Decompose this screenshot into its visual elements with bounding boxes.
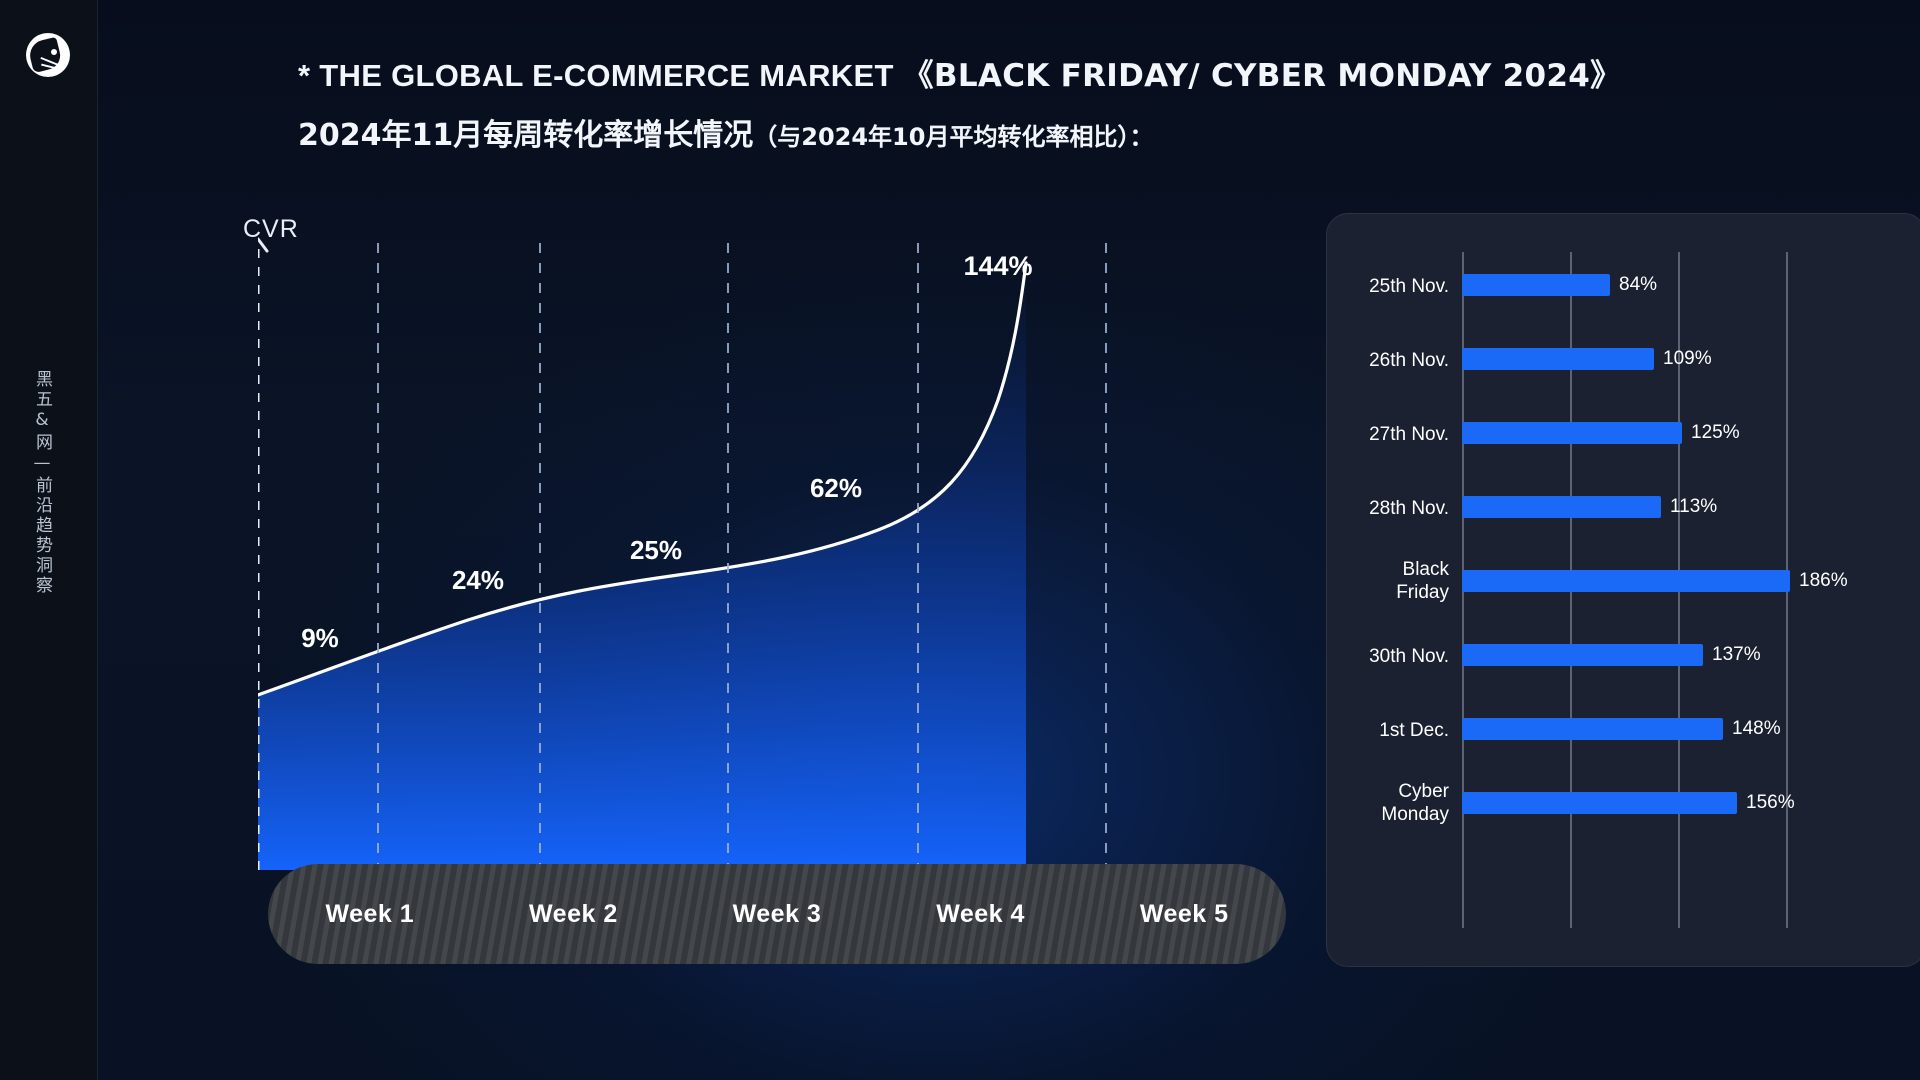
- bar-value-label: 84%: [1619, 274, 1658, 295]
- bar-track: [1462, 570, 1790, 592]
- week-label-2: Week 2: [529, 899, 618, 928]
- bar-category-label: Black Friday: [1396, 559, 1449, 604]
- bar-value-label: 148%: [1732, 718, 1781, 739]
- bar-category-label: 1st Dec.: [1379, 720, 1449, 741]
- week-label-4: Week 4: [936, 899, 1025, 928]
- logo-dot: [51, 49, 57, 55]
- bar-track: [1462, 496, 1661, 518]
- bar-track: [1462, 718, 1723, 740]
- y-axis-arrow-icon: [258, 237, 269, 253]
- title-cn-sub: （与2024年10月平均转化率相比）：: [753, 123, 1154, 151]
- left-rail: 黑五&网—前沿趋势洞察: [0, 0, 98, 1080]
- area-fill: [258, 263, 1026, 870]
- table-row: Cyber Monday 156%: [1327, 781, 1920, 826]
- bar-category-label: 28th Nov.: [1369, 498, 1449, 519]
- bar-value-label: 156%: [1746, 792, 1795, 813]
- point-label-week2: 24%: [452, 565, 504, 595]
- bar-value-label: 113%: [1670, 496, 1718, 517]
- bar-category-label: 30th Nov.: [1369, 646, 1449, 667]
- bar-value-label: 109%: [1663, 348, 1712, 369]
- week-label-1: Week 1: [325, 899, 415, 928]
- bar-category-label: 26th Nov.: [1369, 350, 1449, 371]
- title-brackets: 《BLACK FRIDAY/ CYBER MONDAY 2024》: [902, 58, 1622, 94]
- point-label-week5: 144%: [963, 251, 1032, 281]
- point-label-week3: 25%: [630, 535, 682, 565]
- bar-fill: [1462, 348, 1654, 370]
- week-axis-strip: Week 1 Week 2 Week 3 Week 4 Week 5: [268, 864, 1286, 964]
- bar-track: [1462, 792, 1737, 814]
- bar-value-label: 125%: [1691, 422, 1740, 443]
- table-row: Black Friday 186%: [1327, 559, 1920, 604]
- page-title-line-2: 2024年11月每周转化率增长情况（与2024年10月平均转化率相比）：: [298, 110, 1153, 154]
- bar-track: [1462, 422, 1682, 444]
- bar-track: [1462, 274, 1610, 296]
- trend-line: [258, 261, 1028, 697]
- bar-value-label: 137%: [1712, 644, 1761, 665]
- bar-track: [1462, 348, 1654, 370]
- bar-fill: [1462, 718, 1723, 740]
- bar-fill: [1462, 496, 1661, 518]
- point-label-week4: 62%: [810, 473, 862, 503]
- bar-fill: [1462, 644, 1703, 666]
- table-row: 28th Nov. 113%: [1327, 486, 1920, 528]
- bar-fill: [1462, 792, 1737, 814]
- bar-value-label: 186%: [1799, 570, 1848, 591]
- bar-chart-panel: 25th Nov. 84% 26th Nov. 109% 27th: [1327, 214, 1920, 966]
- table-row: 25th Nov. 84%: [1327, 264, 1920, 306]
- daily-uplift-card: 25th Nov. 84% 26th Nov. 109% 27th: [1326, 213, 1920, 967]
- week-label-5: Week 5: [1139, 899, 1229, 928]
- slide-stage: * THE GLOBAL E-COMMERCE MARKET 《BLACK FR…: [98, 0, 1920, 1080]
- table-row: 27th Nov. 125%: [1327, 412, 1920, 454]
- cvr-line-chart: CVR: [243, 215, 1298, 964]
- comet-logo-icon: [26, 33, 70, 77]
- table-row: 1st Dec. 148%: [1327, 708, 1920, 750]
- week-label-3: Week 3: [732, 899, 822, 928]
- bar-category-label: Cyber Monday: [1381, 781, 1449, 826]
- bar-fill: [1462, 570, 1790, 592]
- bar-category-label: 27th Nov.: [1369, 424, 1449, 445]
- table-row: 26th Nov. 109%: [1327, 338, 1920, 380]
- table-row: 30th Nov. 137%: [1327, 634, 1920, 676]
- bar-fill: [1462, 422, 1682, 444]
- point-label-week1: 9%: [301, 623, 339, 653]
- rail-vertical-label: 黑五&网—前沿趋势洞察: [32, 370, 52, 596]
- line-chart-svg: 9% 24% 25% 62% 144%: [258, 237, 1107, 870]
- page-title-line-1: * THE GLOBAL E-COMMERCE MARKET 《BLACK FR…: [298, 50, 1621, 95]
- bar-track: [1462, 644, 1703, 666]
- title-cn-main: 2024年11月每周转化率增长情况: [298, 118, 754, 153]
- title-en: * THE GLOBAL E-COMMERCE MARKET: [298, 58, 903, 93]
- y-axis-label: CVR: [243, 215, 299, 243]
- bar-fill: [1462, 274, 1610, 296]
- bar-category-label: 25th Nov.: [1369, 276, 1449, 297]
